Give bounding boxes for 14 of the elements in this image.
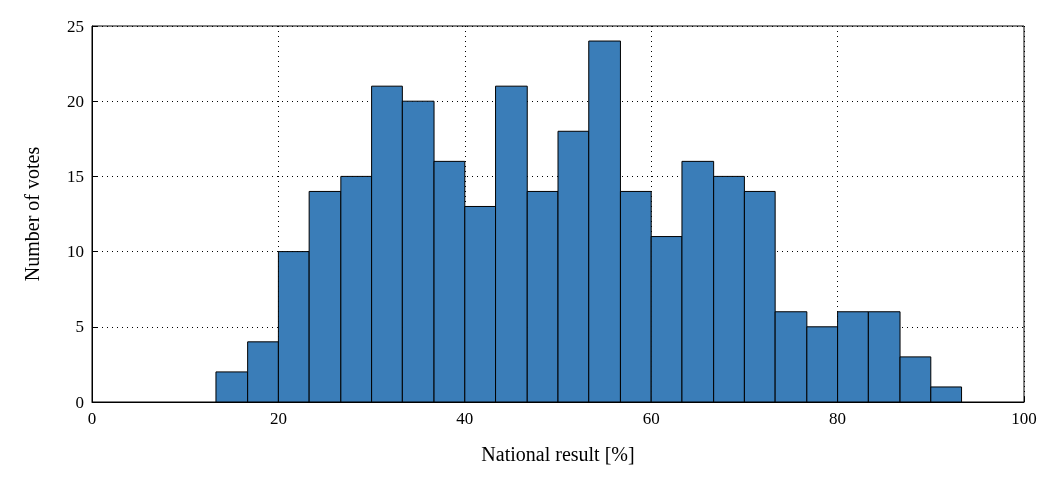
y-tick-label: 15 [67, 166, 84, 186]
x-tick-label: 0 [87, 409, 97, 428]
y-tick-label: 10 [67, 242, 84, 262]
y-tick-label: 25 [67, 16, 84, 36]
x-axis-title: National result [%] [481, 443, 635, 465]
x-tick-label: 80 [829, 409, 847, 428]
x-tick-label: 20 [269, 409, 287, 428]
x-tick-label: 100 [1011, 409, 1037, 428]
y-axis-title: Number of votes [21, 146, 43, 282]
y-tick-label: 5 [75, 317, 84, 337]
x-tick-label: 40 [456, 409, 474, 428]
y-tick-label: 0 [75, 392, 84, 412]
x-tick-label: 60 [642, 409, 660, 428]
y-tick-label: 20 [67, 91, 84, 111]
